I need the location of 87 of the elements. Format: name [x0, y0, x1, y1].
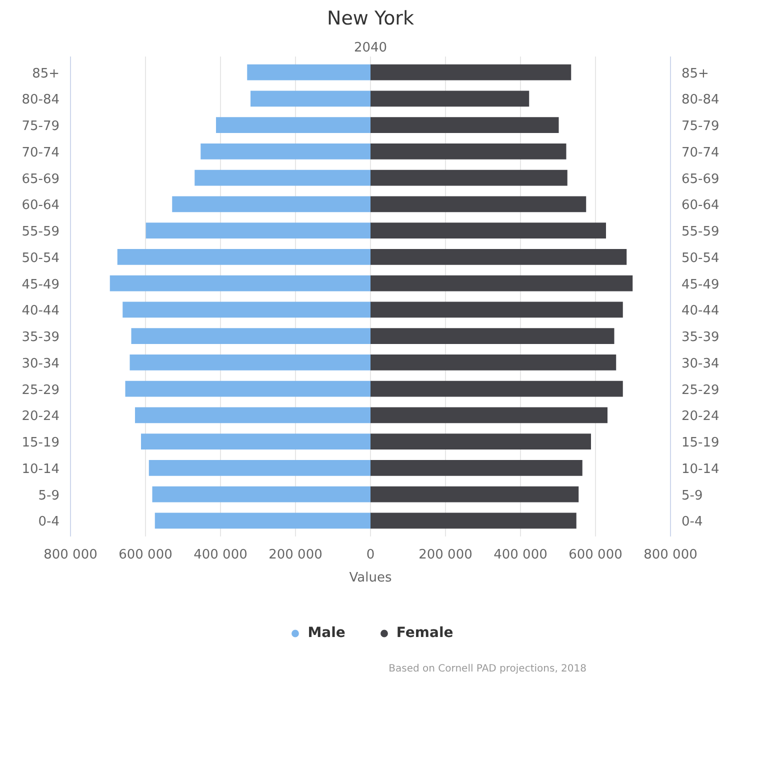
y-tick-label: 0-4 — [38, 514, 60, 530]
category-label: 30-34 — [682, 356, 720, 372]
y-tick-label: 55-59 — [22, 224, 60, 240]
category-label: 75-79 — [682, 119, 720, 134]
category-label: 15-19 — [682, 436, 720, 451]
x-axis-title: Values — [349, 570, 392, 586]
category-label: 25-29 — [682, 382, 720, 398]
x-tick-label: 800 000 — [644, 548, 698, 562]
bar — [172, 196, 370, 212]
category-label: 5-9 — [682, 488, 703, 504]
bar — [370, 486, 579, 502]
text: Based on Cornell PAD projections, 2018 — [388, 664, 586, 674]
y-tick-label: 70-74 — [22, 145, 60, 160]
bar — [370, 222, 606, 238]
y-tick-label: 75-79 — [22, 119, 60, 134]
y-tick-label: 65-69 — [22, 172, 60, 187]
bar — [370, 380, 623, 397]
bar — [154, 512, 370, 529]
y-tick-label: 10-14 — [22, 462, 60, 477]
y-tick-label: 35-39 — [22, 330, 60, 346]
bar — [194, 170, 370, 186]
y-tick-label: 20-24 — [22, 409, 60, 424]
category-label: 85+ — [682, 66, 709, 82]
bar — [117, 249, 370, 265]
x-tick-label: 200 000 — [418, 548, 472, 562]
bar — [152, 486, 370, 502]
bar — [148, 460, 370, 476]
category-label: 65-69 — [682, 172, 720, 187]
chart-title: New York — [327, 8, 414, 30]
category-label: 45-49 — [682, 277, 720, 292]
y-tick-label: 40-44 — [22, 304, 60, 319]
bar — [370, 144, 566, 160]
bar — [370, 170, 568, 186]
bar — [370, 302, 623, 318]
x-tick-label: 600 000 — [568, 548, 622, 562]
y-tick-label: 85+ — [32, 66, 60, 82]
bar — [125, 380, 370, 397]
x-tick-label: 200 000 — [268, 548, 322, 562]
y-tick-label: 25-29 — [22, 382, 60, 398]
bar — [370, 249, 627, 265]
bar — [250, 90, 370, 107]
category-label: 35-39 — [682, 330, 720, 346]
category-label: 60-64 — [682, 198, 720, 214]
x-tick-label: 400 000 — [494, 548, 548, 562]
x-tick-label: 600 000 — [118, 548, 172, 562]
category-label: 80-84 — [682, 92, 720, 108]
x-tick-label: 400 000 — [194, 548, 248, 562]
y-tick-label: 80-84 — [22, 92, 60, 108]
bar — [370, 275, 633, 292]
bar — [141, 434, 370, 450]
bar — [370, 196, 586, 212]
category-label: 0-4 — [682, 514, 703, 530]
y-tick-label: 30-34 — [22, 356, 60, 372]
bar — [370, 64, 572, 80]
category-label: 40-44 — [682, 304, 720, 319]
bar — [200, 144, 370, 160]
legend-label: Female — [396, 625, 454, 641]
bar — [370, 117, 559, 133]
category-label: 50-54 — [682, 250, 720, 266]
bar — [370, 434, 591, 450]
y-tick-label: 45-49 — [22, 277, 60, 292]
x-tick-label: 800 000 — [44, 548, 98, 562]
y-tick-label: 50-54 — [22, 250, 60, 266]
category-label: 55-59 — [682, 224, 720, 240]
bar — [216, 117, 370, 133]
category-label: 10-14 — [682, 462, 720, 477]
bar — [110, 275, 370, 292]
bar — [370, 354, 616, 370]
bar — [131, 328, 370, 344]
bar — [146, 222, 370, 238]
bar — [370, 90, 530, 107]
bar — [370, 460, 582, 476]
bar — [370, 407, 608, 424]
bar — [135, 407, 370, 424]
bar — [370, 512, 576, 529]
x-tick-label: 0 — [366, 548, 375, 562]
bar — [370, 328, 614, 344]
y-tick-label: 60-64 — [22, 198, 60, 214]
category-label: 70-74 — [682, 145, 720, 160]
bar — [130, 354, 370, 370]
bar — [247, 64, 370, 80]
bar — [122, 302, 370, 318]
legend-label: Male — [308, 625, 346, 641]
chart-subtitle: 2040 — [354, 40, 388, 56]
y-tick-label: 5-9 — [38, 488, 60, 504]
category-label: 20-24 — [682, 409, 720, 424]
y-tick-label: 15-19 — [22, 436, 60, 451]
